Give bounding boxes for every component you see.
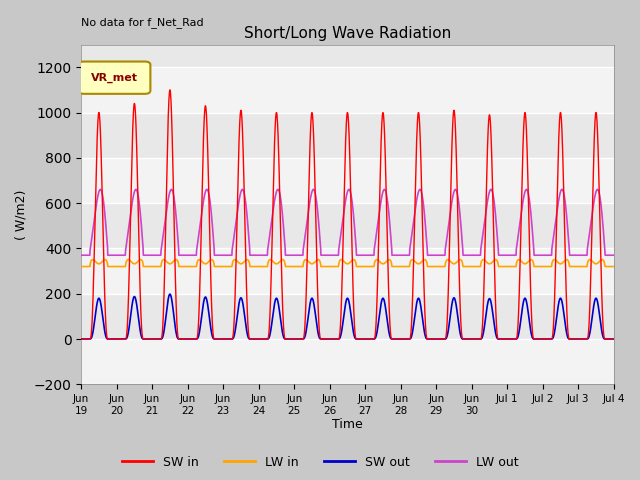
Bar xyxy=(81,339,614,384)
Y-axis label: ( W/m2): ( W/m2) xyxy=(15,189,28,240)
FancyBboxPatch shape xyxy=(79,61,150,94)
Legend: SW in, LW in, SW out, LW out: SW in, LW in, SW out, LW out xyxy=(116,451,524,474)
Title: Short/Long Wave Radiation: Short/Long Wave Radiation xyxy=(244,25,451,41)
Bar xyxy=(81,67,614,112)
Bar xyxy=(81,249,614,294)
Text: VR_met: VR_met xyxy=(91,73,138,83)
Text: No data for f_Net_Rad: No data for f_Net_Rad xyxy=(81,17,204,28)
Bar xyxy=(81,158,614,203)
X-axis label: Time: Time xyxy=(332,419,363,432)
